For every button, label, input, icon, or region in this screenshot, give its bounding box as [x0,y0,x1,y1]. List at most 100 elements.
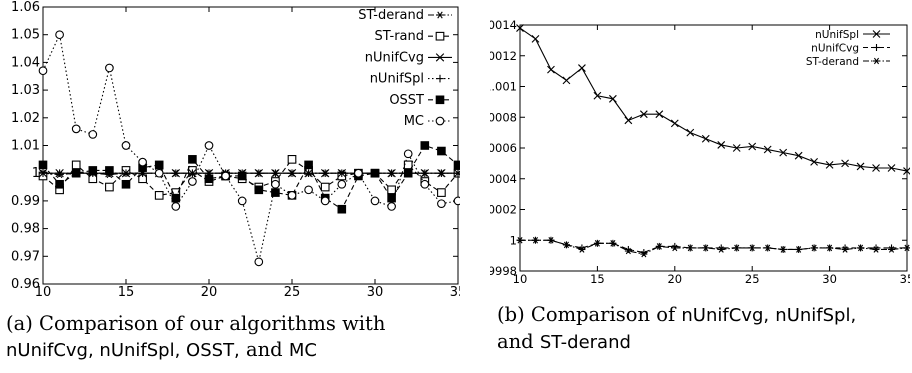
data-point [702,244,710,252]
legend-item-OSST: OSST [389,93,452,108]
legend-item-ST-derand: ST-derand [806,56,890,68]
y-tick-label: 1.0002 [490,203,517,217]
caption-a-names: nUnifCvg, nUnifSpl, OSST, [6,340,240,361]
data-point [795,246,803,253]
caption-b: (b) Comparison of nUnifCvg, nUnifSpl, an… [497,302,909,356]
series-ST-rand [38,155,460,200]
legend-marker [435,31,445,41]
y-tick-label: 1.0006 [490,141,517,155]
data-point [154,168,164,178]
data-point [609,240,617,247]
legend-marker [435,53,445,62]
x-tick-label: 35 [450,285,460,300]
chart-b: 0.9998 1 1.0002 1.0004 1.0006 1.0008 1.001 1.00… [490,18,910,286]
data-point [437,199,446,209]
data-point [237,171,247,181]
series-MC [38,30,460,267]
data-point [254,185,264,195]
data-point [55,169,64,177]
legend-item-nUnifCvg: nUnifCvg [365,50,452,65]
data-point [171,202,181,211]
data-point [701,134,710,143]
data-point [403,160,413,170]
data-point [88,166,98,175]
data-point [717,246,725,253]
data-point [55,179,64,189]
data-point [826,244,834,252]
data-point [578,64,586,72]
data-point [121,179,131,189]
data-point [810,244,818,252]
y-tick-label: 1.0008 [490,110,517,124]
data-point [204,174,214,184]
y-tick-label: 1.04 [11,55,40,70]
x-tick-label: 20 [667,272,682,286]
data-point [255,169,263,177]
data-point [271,179,280,189]
x-tick-label: 20 [201,285,218,300]
data-point [593,240,601,247]
data-point [237,196,247,206]
data-point [624,116,633,125]
caption-b-name-3: ST-derand [539,332,631,353]
series-line [520,239,907,254]
data-point [38,160,48,170]
data-point [105,166,114,175]
data-point [748,142,757,151]
x-tick-label: 30 [822,272,837,286]
data-point [640,250,648,258]
series-ST-derand [516,236,910,258]
legend-item-nUnifCvg: nUnifCvg [811,43,890,55]
data-point [288,169,296,177]
legend-item-ST-derand: ST-derand [358,8,452,23]
data-point [437,169,446,177]
x-tick-label: 25 [284,285,301,300]
x-tick-label: 15 [118,285,135,300]
data-point [403,168,413,178]
data-point [516,24,524,32]
data-point [794,151,803,160]
y-tick-label: 1.001 [490,80,517,94]
data-point [138,157,147,167]
data-point [387,193,396,203]
series-nUnifCvg [38,169,460,178]
data-point [287,155,297,164]
data-point [437,188,446,197]
x-tick-label: 25 [745,272,760,286]
x-tick-label: 35 [900,272,910,286]
y-tick-label: 0.97 [11,249,40,264]
legend-label: OSST [389,93,424,108]
data-point [686,128,695,137]
data-point [779,148,788,157]
data-point [337,204,347,214]
data-point [271,169,280,177]
data-point [321,169,329,177]
data-point [55,30,64,40]
data-point [810,157,819,166]
y-tick-label: 1.01 [11,139,40,154]
data-point [420,179,430,189]
caption-a-text: Comparison of our algorithms with [39,312,386,335]
data-point [121,141,131,150]
y-tick-label: 1 [510,233,517,247]
series-nUnifSpl [516,24,910,175]
data-point [105,182,114,192]
legend-marker [873,57,880,65]
data-point [354,168,363,178]
data-point [172,169,180,177]
series-line [519,27,908,172]
data-point [516,236,524,244]
data-point [639,110,648,119]
data-point [271,188,280,197]
y-tick-label: 1.02 [11,111,40,126]
data-point [387,185,396,195]
data-point [437,146,446,156]
data-point [763,145,772,154]
data-point [547,236,555,244]
data-point [370,168,380,178]
data-point [304,185,313,195]
data-point [547,65,555,74]
y-tick-label: 0.9998 [490,264,517,278]
data-point [888,246,896,253]
data-point [624,247,632,255]
